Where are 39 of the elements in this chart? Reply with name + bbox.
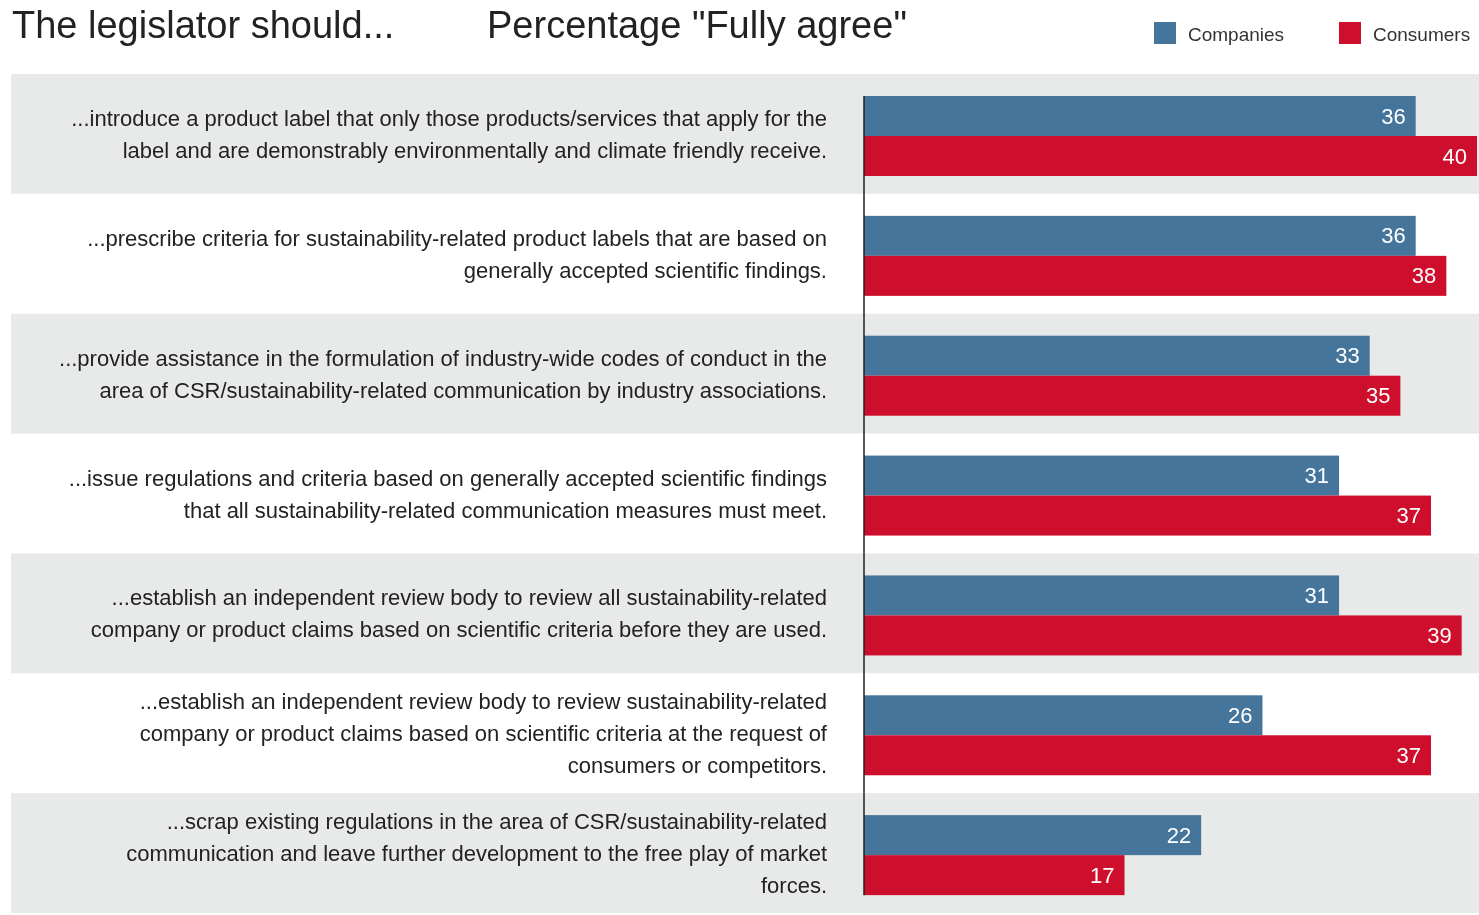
bar [864, 855, 1125, 896]
y-tick-label: ...establish an independent review body to review sustainability-related company or product claims based on scientific criteria at the request of consumers or competitors. [139, 688, 828, 778]
data-label: 40 [1442, 143, 1467, 169]
y-tick-label: ...scrap existing regulations in the area of CSR/sustainability-related communication and leave further development to the free play of market forces. [126, 808, 827, 898]
data-label: 38 [1411, 263, 1437, 289]
data-label: 36 [1381, 223, 1406, 249]
data-label: 26 [1227, 702, 1253, 728]
data-label: 37 [1396, 503, 1422, 529]
bar [864, 255, 1447, 296]
y-tick-label: ...prescribe criteria for sustainability-related product labels that are based on generally accepted scientific findings. [87, 225, 827, 283]
y-tick-label: ...establish an independent review body to review all sustainability-related company or product claims based on scientific criteria before they are used. [90, 584, 827, 642]
bar [864, 455, 1340, 496]
legend-label: Companies [1188, 23, 1285, 45]
data-label: 37 [1396, 742, 1422, 768]
text: The legislator should... [12, 4, 395, 46]
bar [864, 615, 1462, 656]
bar [864, 375, 1401, 416]
data-label: 39 [1427, 622, 1452, 648]
bar [864, 136, 1477, 176]
y-tick-label: ...introduce a product label that only those products/services that apply for the label and are demonstrably environmentally and climate friendly receive. [71, 105, 827, 163]
bar [864, 495, 1432, 536]
data-label: 33 [1335, 343, 1360, 369]
bar [864, 215, 1416, 256]
data-label: 36 [1381, 103, 1406, 129]
y-tick-label: ...issue regulations and criteria based on generally accepted scientific findings that all sustainability-related communication measures must meet. [68, 465, 827, 522]
data-label: 31 [1304, 463, 1330, 489]
y-tick-label: ...provide assistance in the formulation of industry-wide codes of conduct in the area of CSR/sustainability-related communication by industry associations. [59, 345, 827, 403]
bar [864, 735, 1432, 776]
legend-label: Consumers [1373, 23, 1471, 45]
bar [864, 96, 1416, 136]
data-label: 35 [1365, 383, 1391, 409]
bar [864, 335, 1370, 376]
chart-subtitle: Percentage "Fully agree" [487, 4, 907, 46]
data-label: 22 [1166, 822, 1192, 848]
data-label: 31 [1304, 582, 1330, 608]
bar [864, 815, 1202, 856]
data-label: 17 [1090, 862, 1115, 888]
bar [864, 575, 1340, 616]
bar [864, 695, 1263, 736]
